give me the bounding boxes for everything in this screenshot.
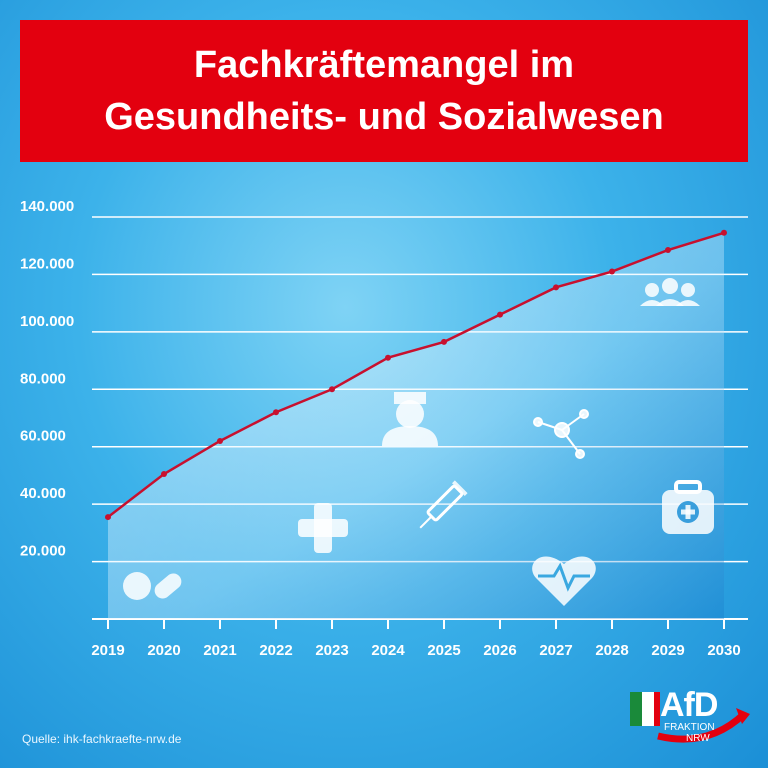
title-line-1: Fachkräftemangel im <box>193 44 575 86</box>
y-tick-label: 100.000 <box>20 313 74 330</box>
data-point <box>721 229 727 236</box>
title-banner: Fachkräftemangel im Gesundheits- und Soz… <box>20 20 748 162</box>
first-aid-kit-icon <box>662 480 714 534</box>
data-point <box>665 247 671 254</box>
data-point <box>609 268 615 275</box>
x-tick-label: 2020 <box>147 642 180 659</box>
data-point <box>329 386 335 393</box>
logo-line-2: NRW <box>686 733 710 744</box>
y-tick-label: 140.000 <box>20 198 74 215</box>
y-tick-label: 120.000 <box>20 255 74 272</box>
y-tick-label: 40.000 <box>20 485 66 502</box>
afd-logo: AfD FRAKTION NRW <box>628 686 750 756</box>
source-note: Quelle: ihk-fachkraefte-nrw.de <box>22 732 182 746</box>
x-tick-label: 2023 <box>315 642 348 659</box>
x-tick-label: 2024 <box>371 642 405 659</box>
logo-name: AfD <box>660 686 718 724</box>
data-point <box>161 470 167 477</box>
logo-line-1: FRAKTION <box>664 722 715 733</box>
data-point <box>497 311 503 318</box>
x-tick-label: 2026 <box>483 642 516 659</box>
medical-team-icon <box>640 278 700 306</box>
nurse-icon <box>382 392 438 446</box>
x-tick-label: 2021 <box>203 642 236 659</box>
y-tick-label: 80.000 <box>20 370 66 387</box>
x-tick-label: 2019 <box>91 642 124 659</box>
syringe-icon <box>419 480 468 529</box>
molecule-icon <box>533 409 589 459</box>
data-point <box>441 338 447 345</box>
x-tick-label: 2028 <box>595 642 628 659</box>
y-tick-label: 20.000 <box>20 543 66 560</box>
data-point <box>217 437 223 444</box>
data-point <box>553 284 559 291</box>
data-point <box>105 514 111 521</box>
x-tick-label: 2027 <box>539 642 572 659</box>
x-tick-label: 2022 <box>259 642 292 659</box>
y-tick-label: 60.000 <box>20 428 66 445</box>
heart-pulse-icon <box>532 556 596 606</box>
data-line <box>107 231 725 519</box>
x-tick-label: 2030 <box>707 642 740 659</box>
pills-icon <box>123 572 182 600</box>
medical-cross-icon <box>298 503 348 553</box>
data-point <box>385 354 391 361</box>
x-tick-label: 2029 <box>651 642 684 659</box>
title-line-2: Gesundheits- und Sozialwesen <box>104 96 664 138</box>
x-tick-label: 2025 <box>427 642 460 659</box>
data-point <box>273 409 279 416</box>
